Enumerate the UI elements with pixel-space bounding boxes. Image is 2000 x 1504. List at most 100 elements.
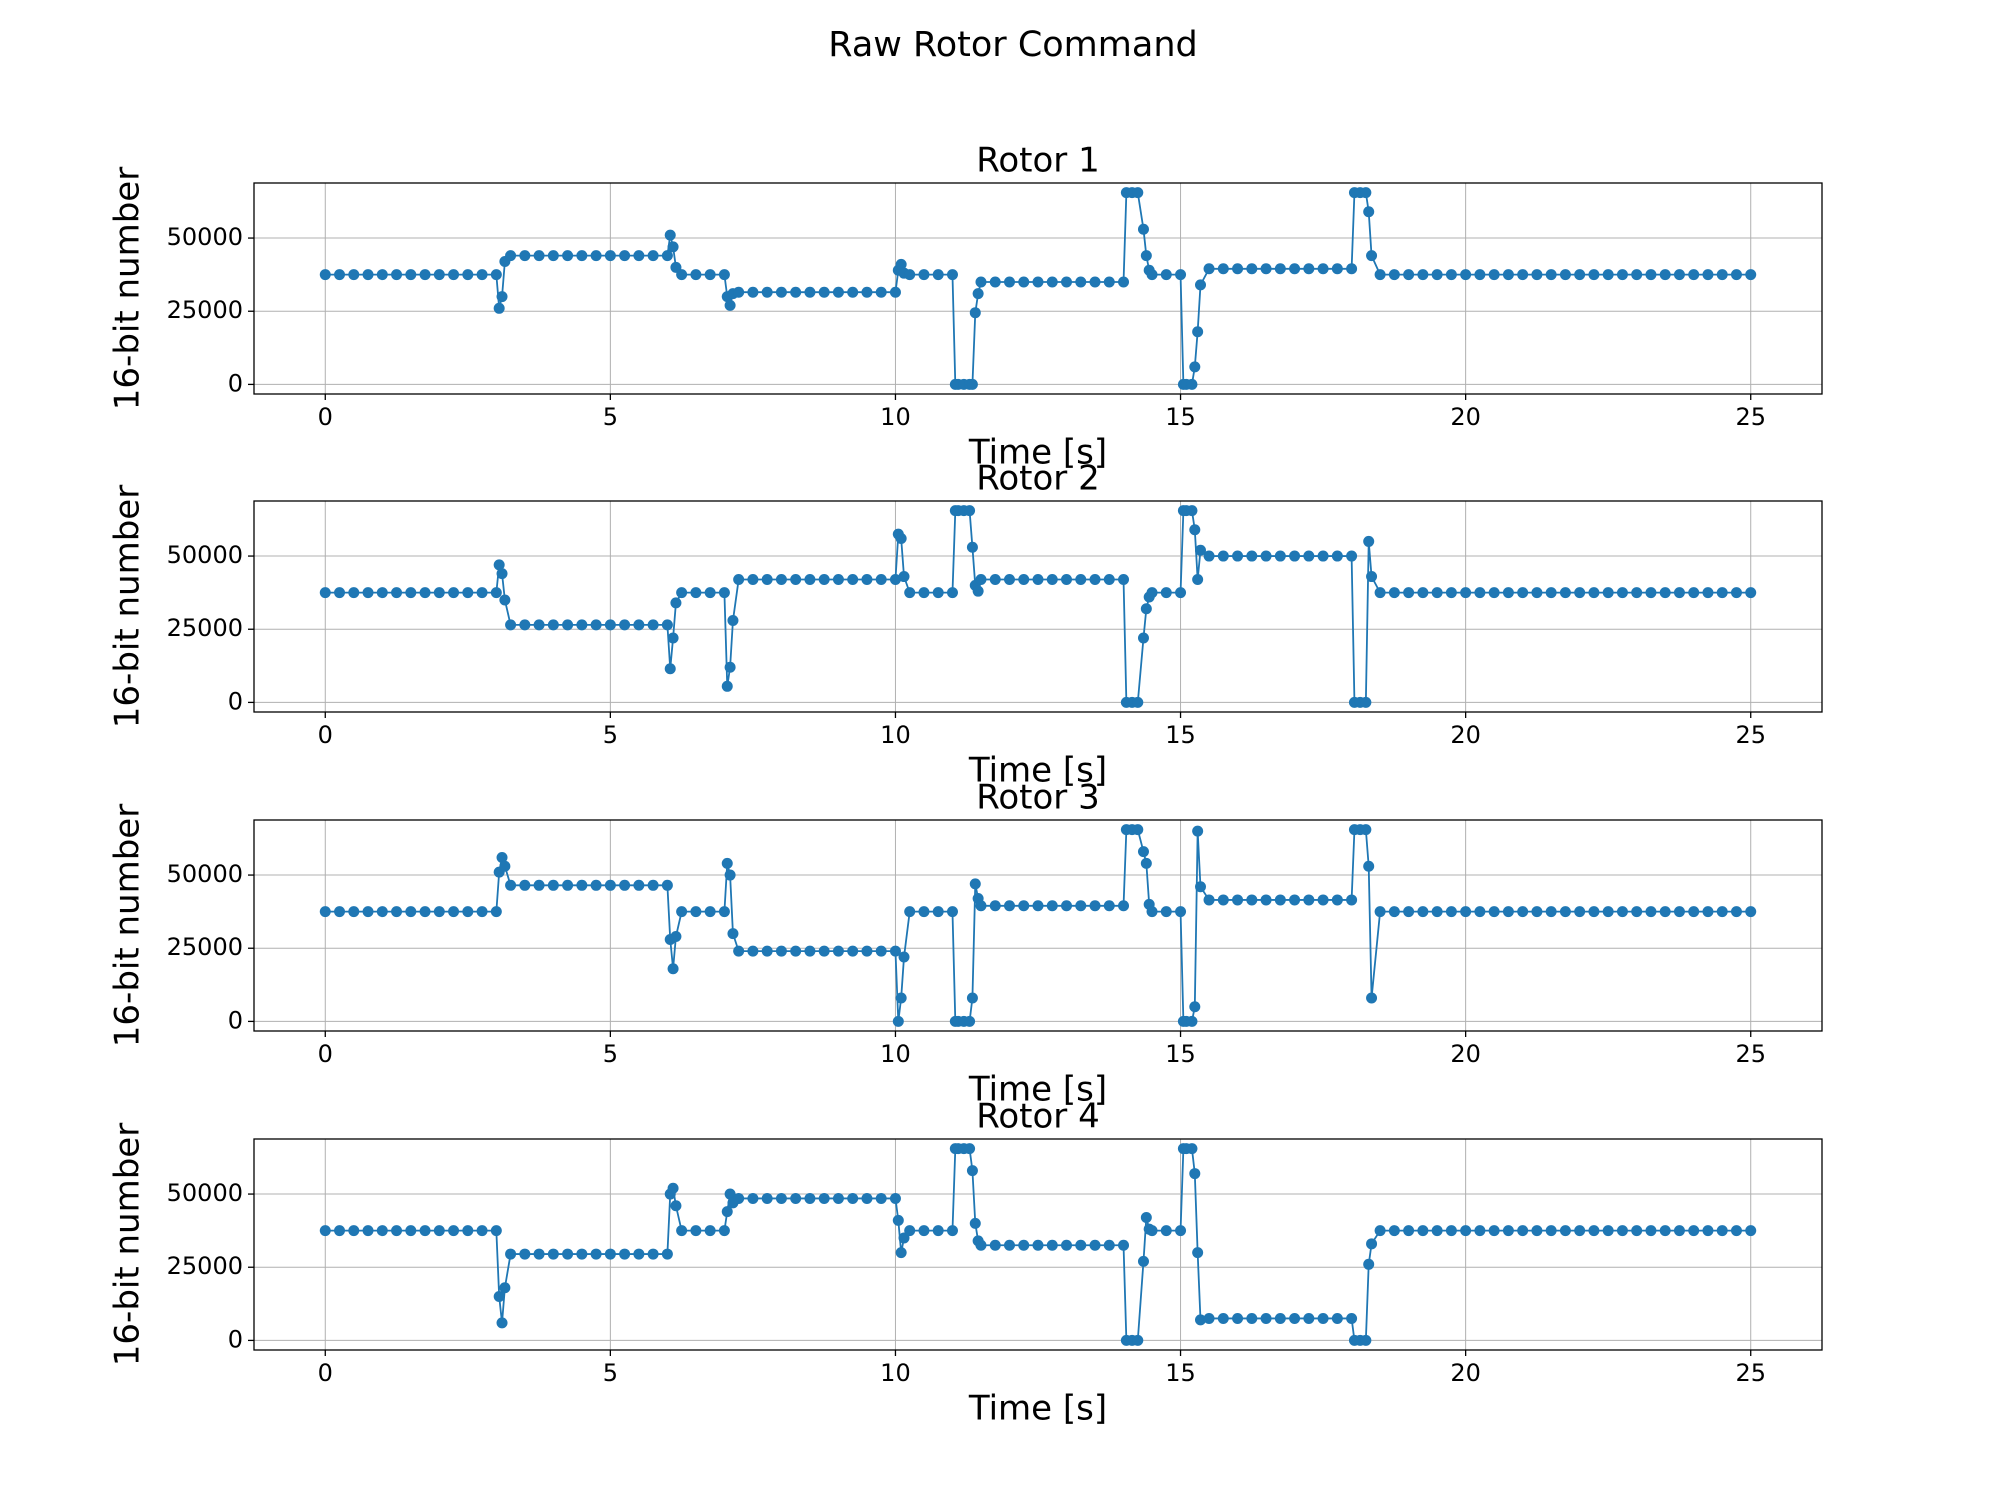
- data-point: [904, 1225, 916, 1237]
- data-point: [362, 269, 374, 281]
- data-point: [690, 1225, 702, 1237]
- data-point: [1659, 1225, 1671, 1237]
- data-point: [1659, 906, 1671, 918]
- data-point: [1460, 587, 1472, 599]
- data-point: [1217, 1312, 1229, 1324]
- data-point: [334, 587, 346, 599]
- data-point: [966, 1165, 978, 1177]
- data-point: [1545, 906, 1557, 918]
- data-point: [348, 906, 360, 918]
- data-point: [1688, 1225, 1700, 1237]
- data-point: [1403, 906, 1415, 918]
- data-point: [1032, 1239, 1044, 1251]
- data-point: [448, 587, 460, 599]
- data-point: [1374, 587, 1386, 599]
- data-point: [1445, 1225, 1457, 1237]
- y-axis-label: 16-bit number: [108, 485, 148, 728]
- data-point: [966, 992, 978, 1004]
- data-point: [391, 906, 403, 918]
- data-point: [1388, 1225, 1400, 1237]
- data-point: [1346, 1312, 1358, 1324]
- data-point: [1137, 223, 1149, 235]
- data-point: [747, 286, 759, 298]
- data-point: [704, 269, 716, 281]
- data-point: [721, 1206, 733, 1218]
- data-point: [562, 250, 574, 262]
- data-point: [1616, 587, 1628, 599]
- data-point: [348, 587, 360, 599]
- data-point: [1061, 573, 1073, 585]
- x-tick-label: 0: [318, 721, 333, 749]
- y-axis-label: 16-bit number: [108, 167, 148, 410]
- data-point: [875, 945, 887, 957]
- data-point: [1616, 1225, 1628, 1237]
- data-point: [972, 585, 984, 597]
- data-point: [1232, 550, 1244, 562]
- data-point: [499, 1282, 511, 1294]
- data-point: [1602, 1225, 1614, 1237]
- data-point: [1730, 906, 1742, 918]
- data-point: [818, 945, 830, 957]
- data-point: [1673, 587, 1685, 599]
- data-point: [1217, 550, 1229, 562]
- data-point: [1745, 906, 1757, 918]
- data-point: [1192, 573, 1204, 585]
- x-tick-label: 0: [318, 1359, 333, 1387]
- data-point: [790, 945, 802, 957]
- data-point: [496, 851, 508, 863]
- data-point: [1246, 1312, 1258, 1324]
- data-point: [1360, 187, 1372, 199]
- data-point: [676, 906, 688, 918]
- data-point: [898, 571, 910, 583]
- data-point: [932, 1225, 944, 1237]
- data-point: [1274, 263, 1286, 275]
- data-point: [1175, 1225, 1187, 1237]
- data-point: [1366, 992, 1378, 1004]
- data-point: [1132, 187, 1144, 199]
- data-point: [1730, 269, 1742, 281]
- data-point: [1118, 573, 1130, 585]
- data-point: [1688, 906, 1700, 918]
- data-point: [1032, 900, 1044, 912]
- data-point: [590, 1248, 602, 1260]
- data-point: [661, 879, 673, 891]
- data-point: [1260, 263, 1272, 275]
- data-point: [989, 900, 1001, 912]
- x-tick-label: 5: [603, 1359, 618, 1387]
- data-point: [670, 1200, 682, 1212]
- data-point: [733, 573, 745, 585]
- data-point: [1545, 587, 1557, 599]
- data-point: [966, 378, 978, 390]
- data-point: [1246, 550, 1258, 562]
- data-point: [721, 680, 733, 692]
- data-point: [405, 906, 417, 918]
- data-point: [804, 1192, 816, 1204]
- data-point: [718, 269, 730, 281]
- data-point: [1195, 279, 1207, 291]
- data-point: [1089, 900, 1101, 912]
- data-line: [325, 509, 1751, 704]
- data-point: [1137, 846, 1149, 858]
- data-point: [496, 1317, 508, 1329]
- x-axis-label: Time [s]: [968, 433, 1107, 473]
- data-point: [1018, 276, 1030, 288]
- data-point: [1018, 900, 1030, 912]
- data-point: [1602, 587, 1614, 599]
- data-point: [1659, 587, 1671, 599]
- data-point: [419, 1225, 431, 1237]
- data-point: [1061, 1239, 1073, 1251]
- data-point: [1203, 550, 1215, 562]
- data-point: [405, 1225, 417, 1237]
- data-point: [1075, 573, 1087, 585]
- data-point: [676, 269, 688, 281]
- data-point: [1559, 1225, 1571, 1237]
- y-tick-label: 25000: [167, 933, 243, 961]
- data-point: [989, 573, 1001, 585]
- data-point: [1046, 276, 1058, 288]
- data-point: [1574, 1225, 1586, 1237]
- data-point: [727, 928, 739, 940]
- data-point: [1431, 587, 1443, 599]
- data-point: [1217, 894, 1229, 906]
- data-point: [505, 1248, 517, 1260]
- data-point: [419, 587, 431, 599]
